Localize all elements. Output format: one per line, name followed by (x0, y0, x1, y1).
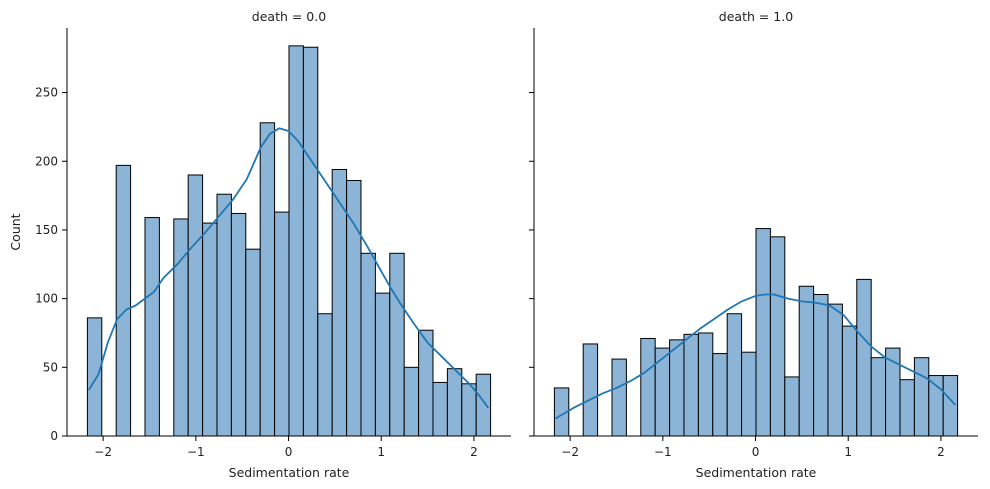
histogram-bar (640, 337, 656, 437)
histogram-bar (669, 339, 685, 437)
histogram-bar (899, 379, 915, 437)
x-tick-label: 2 (937, 445, 945, 459)
histogram-bar (813, 294, 829, 437)
histogram-bar (726, 313, 743, 437)
histogram-bar (446, 368, 463, 437)
histogram-bar (302, 46, 319, 437)
histogram-bar (216, 193, 232, 437)
y-tick-label: 150 (35, 223, 58, 237)
histogram-bar (317, 313, 333, 437)
histogram-bar (346, 179, 362, 437)
histogram-bar (403, 366, 420, 437)
histogram-bar (755, 228, 771, 437)
panel-death-0: death = 0.0 Sedimentation rate Count −2 −… (8, 9, 511, 480)
histogram-bar (712, 353, 728, 437)
y-tick-label: 0 (50, 429, 58, 443)
y-axis-label: Count (8, 213, 23, 250)
histogram-bar (288, 45, 304, 437)
histogram-bar (870, 357, 887, 437)
histogram-bar (115, 164, 132, 437)
histogram-bar (827, 303, 843, 437)
histogram-bar (86, 317, 103, 437)
x-tick-label: −1 (187, 445, 205, 459)
histogram-bar (913, 357, 930, 437)
x-axis-label: Sedimentation rate (229, 465, 350, 480)
histogram-bar (475, 373, 492, 437)
histogram-bar (611, 358, 627, 437)
histogram-bar (432, 381, 448, 437)
histogram-bar (230, 212, 247, 437)
panel-title: death = 1.0 (719, 9, 793, 24)
x-axis-label: Sedimentation rate (696, 465, 817, 480)
histogram-bar (769, 236, 786, 437)
histogram-bar (582, 343, 599, 437)
histogram-bar (654, 347, 671, 437)
histogram-bar (259, 122, 276, 437)
histogram-bar (245, 248, 261, 437)
histogram-bar (202, 222, 218, 437)
histogram-bar (187, 174, 204, 437)
kde-curve (555, 293, 956, 420)
x-tick-label: 0 (285, 445, 293, 459)
x-tick-label: 1 (844, 445, 852, 459)
x-tick-label: −2 (561, 445, 579, 459)
histogram-bar (144, 217, 160, 437)
histogram-bar (841, 325, 858, 437)
y-tick-label: 50 (43, 360, 58, 374)
panel-title: death = 0.0 (252, 9, 326, 24)
y-tick-label: 250 (35, 86, 58, 100)
histogram-bar (274, 211, 290, 437)
histogram-bar (461, 383, 477, 437)
x-tick-label: 1 (377, 445, 385, 459)
x-tick-label: −1 (654, 445, 672, 459)
histogram-bar (697, 332, 714, 437)
histogram-bar (741, 351, 757, 437)
histogram-bar (856, 278, 872, 437)
histogram-bar (360, 252, 376, 437)
histogram-bar (798, 285, 815, 437)
y-tick-label: 100 (35, 292, 58, 306)
histogram-bar (173, 218, 189, 437)
histogram-bar (942, 375, 959, 437)
x-tick-label: 0 (752, 445, 760, 459)
histogram-bar (374, 292, 391, 437)
histogram-bar (784, 376, 800, 437)
histogram-bar (389, 252, 405, 437)
kde-curve (88, 127, 489, 409)
x-tick-label: −2 (94, 445, 112, 459)
histogram-bar (683, 333, 699, 437)
y-tick-label: 200 (35, 154, 58, 168)
x-tick-label: 2 (470, 445, 478, 459)
panel-death-1: death = 1.0 Sedimentation rate −2 −1 0 1 2 (529, 9, 978, 480)
